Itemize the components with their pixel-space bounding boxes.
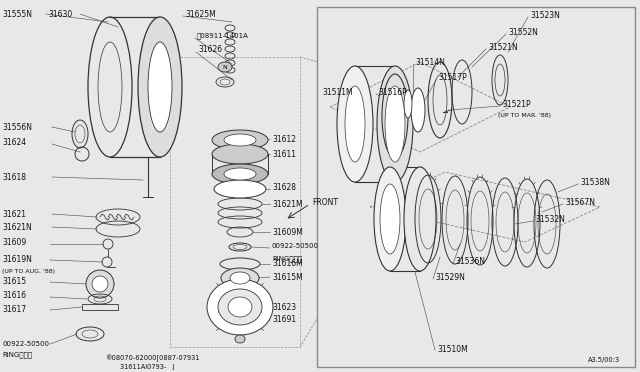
- Ellipse shape: [380, 184, 400, 254]
- Ellipse shape: [377, 66, 413, 182]
- Text: FRONT: FRONT: [312, 198, 338, 206]
- Bar: [82, 304, 118, 310]
- Text: 31532N: 31532N: [535, 215, 565, 224]
- Text: 31523N: 31523N: [530, 10, 560, 19]
- Text: 31611AI0793-   J: 31611AI0793- J: [120, 364, 175, 370]
- Ellipse shape: [404, 90, 412, 118]
- Text: 31611: 31611: [272, 150, 296, 158]
- Text: 31628: 31628: [272, 183, 296, 192]
- Text: 31616M: 31616M: [272, 260, 303, 269]
- Ellipse shape: [148, 42, 172, 132]
- Ellipse shape: [235, 335, 245, 343]
- Ellipse shape: [207, 279, 273, 335]
- Ellipse shape: [230, 272, 250, 284]
- Text: 31615M: 31615M: [272, 273, 303, 282]
- Text: 31623: 31623: [272, 302, 296, 311]
- Ellipse shape: [92, 276, 108, 292]
- Text: 31619N: 31619N: [2, 254, 32, 263]
- Text: 00922-50500: 00922-50500: [272, 243, 319, 249]
- Text: 31616: 31616: [2, 292, 26, 301]
- Ellipse shape: [212, 164, 268, 184]
- Text: 31626: 31626: [198, 45, 222, 54]
- Ellipse shape: [212, 144, 268, 164]
- Ellipse shape: [337, 66, 373, 182]
- Text: 31521N: 31521N: [488, 42, 518, 51]
- Text: ®08070-62000[0887-07931: ®08070-62000[0887-07931: [105, 354, 200, 362]
- Text: 31609M: 31609M: [272, 228, 303, 237]
- Text: 31691: 31691: [272, 315, 296, 324]
- Text: 31618: 31618: [2, 173, 26, 182]
- Ellipse shape: [138, 17, 182, 157]
- Text: 31624: 31624: [2, 138, 26, 147]
- Ellipse shape: [218, 62, 232, 72]
- Ellipse shape: [374, 167, 406, 271]
- Bar: [317, 7, 635, 367]
- Text: 31511M: 31511M: [322, 87, 353, 96]
- Ellipse shape: [345, 86, 365, 162]
- Text: 31555N: 31555N: [2, 10, 32, 19]
- Text: (UP TO MAR. '88): (UP TO MAR. '88): [498, 112, 551, 118]
- Text: 31516P: 31516P: [378, 87, 407, 96]
- Ellipse shape: [228, 297, 252, 317]
- Text: 31536N: 31536N: [455, 257, 485, 266]
- Ellipse shape: [212, 130, 268, 150]
- Text: 31567N: 31567N: [565, 198, 595, 206]
- Text: 31630: 31630: [48, 10, 72, 19]
- Text: 31617: 31617: [2, 305, 26, 314]
- Text: RINGリング: RINGリング: [2, 352, 32, 358]
- Text: 31625M: 31625M: [185, 10, 216, 19]
- Text: 31612: 31612: [272, 135, 296, 144]
- Ellipse shape: [86, 270, 114, 298]
- Text: 31538N: 31538N: [580, 177, 610, 186]
- Ellipse shape: [214, 180, 266, 198]
- Bar: [170, 57, 300, 347]
- Text: A3.5/00:3: A3.5/00:3: [588, 357, 620, 363]
- Ellipse shape: [221, 268, 259, 288]
- Text: 00922-50500: 00922-50500: [2, 341, 49, 347]
- Ellipse shape: [404, 167, 436, 271]
- Text: (UP TO AUG. '88): (UP TO AUG. '88): [2, 269, 55, 275]
- Text: 31615: 31615: [2, 278, 26, 286]
- Text: N: N: [223, 64, 227, 70]
- Ellipse shape: [224, 134, 256, 146]
- Text: 31552N: 31552N: [508, 28, 538, 36]
- Ellipse shape: [224, 168, 256, 180]
- Text: 31510M: 31510M: [437, 346, 468, 355]
- Ellipse shape: [411, 88, 425, 132]
- Text: 31529N: 31529N: [435, 273, 465, 282]
- Text: 31517P: 31517P: [438, 73, 467, 81]
- Text: 31556N: 31556N: [2, 122, 32, 131]
- Text: 31621: 31621: [2, 209, 26, 218]
- Ellipse shape: [385, 86, 405, 162]
- Text: 31621M: 31621M: [272, 199, 303, 208]
- Text: RINGリング: RINGリング: [272, 256, 302, 262]
- Text: 31621N: 31621N: [2, 222, 32, 231]
- Text: 31609: 31609: [2, 237, 26, 247]
- Text: ⓝ08911-1401A: ⓝ08911-1401A: [197, 33, 249, 39]
- Text: 31521P: 31521P: [502, 99, 531, 109]
- Ellipse shape: [218, 289, 262, 325]
- Text: 31514N: 31514N: [415, 58, 445, 67]
